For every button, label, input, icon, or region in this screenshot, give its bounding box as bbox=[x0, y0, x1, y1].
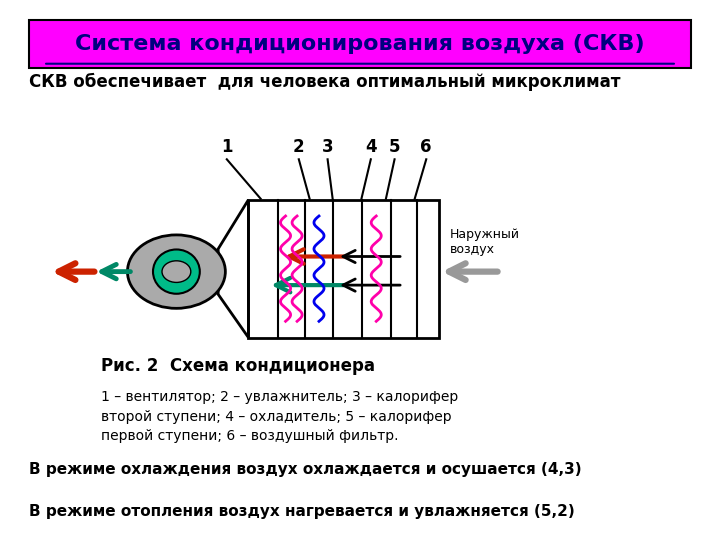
Circle shape bbox=[127, 235, 225, 308]
Text: СКВ обеспечивает  для человека оптимальный микроклимат: СКВ обеспечивает для человека оптимальны… bbox=[29, 73, 621, 91]
FancyBboxPatch shape bbox=[29, 20, 691, 68]
Text: 5: 5 bbox=[389, 138, 400, 156]
Text: 2: 2 bbox=[293, 138, 305, 156]
Polygon shape bbox=[218, 200, 248, 338]
Text: 1 – вентилятор; 2 – увлажнитель; 3 – калорифер
второй ступени; 4 – охладитель; 5: 1 – вентилятор; 2 – увлажнитель; 3 – кал… bbox=[101, 390, 458, 443]
Bar bbox=[248, 200, 439, 338]
Text: 6: 6 bbox=[420, 138, 432, 156]
Text: В режиме отопления воздух нагревается и увлажняется (5,2): В режиме отопления воздух нагревается и … bbox=[29, 504, 575, 519]
Text: 3: 3 bbox=[322, 138, 333, 156]
Circle shape bbox=[162, 261, 191, 282]
Ellipse shape bbox=[153, 249, 200, 294]
Text: 4: 4 bbox=[365, 138, 377, 156]
Text: Наружный
воздух: Наружный воздух bbox=[450, 228, 520, 256]
Text: Рис. 2  Схема кондиционера: Рис. 2 Схема кондиционера bbox=[101, 357, 375, 375]
Text: В режиме охлаждения воздух охлаждается и осушается (4,3): В режиме охлаждения воздух охлаждается и… bbox=[29, 462, 582, 477]
Text: 1: 1 bbox=[221, 138, 233, 156]
Text: Система кондиционирования воздуха (СКВ): Система кондиционирования воздуха (СКВ) bbox=[75, 33, 645, 54]
